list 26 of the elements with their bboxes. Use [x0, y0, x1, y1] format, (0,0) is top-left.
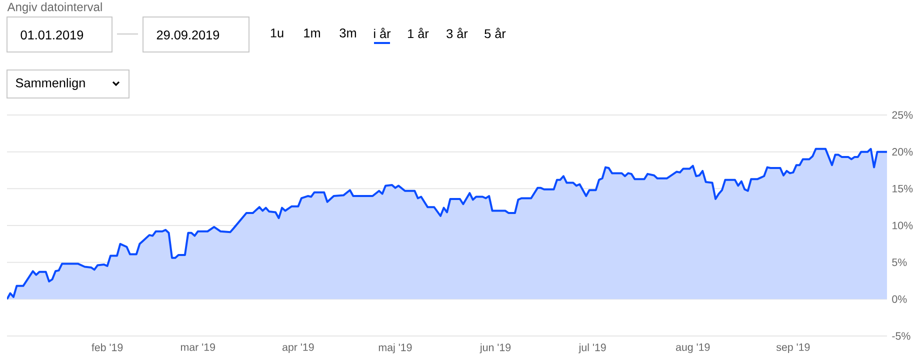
- y-tick-label: 15%: [892, 184, 913, 192]
- y-tick-label: 10%: [892, 222, 913, 230]
- text: 1 år: [408, 28, 429, 38]
- x-tick-label: mar '19: [180, 343, 215, 351]
- y-tick-label: 0%: [892, 295, 907, 303]
- text: 5 år: [484, 28, 506, 38]
- y-tick-label: 5%: [892, 258, 907, 266]
- text: 1u: [270, 28, 284, 38]
- x-tick-label: maj '19: [378, 343, 412, 354]
- text: 3 år: [446, 28, 468, 38]
- x-tick-label: aug '19: [676, 343, 710, 354]
- text: Sammenlign: [16, 78, 85, 90]
- x-tick-label: apr '19: [282, 343, 314, 354]
- y-tick-label: 20%: [892, 148, 913, 156]
- x-tick-label: jun '19: [480, 343, 511, 354]
- x-tick-label: feb '19: [92, 343, 123, 352]
- y-tick-label: 25%: [892, 111, 913, 119]
- text: 1m: [304, 28, 320, 38]
- x-tick-label: jul '19: [578, 343, 606, 354]
- text: Angiv datointerval: [7, 2, 102, 14]
- text: 01.01.2019: [20, 30, 84, 40]
- y-tick-label: -5%: [892, 332, 910, 340]
- x-tick-label: sep '19: [776, 343, 810, 354]
- text: i år: [374, 28, 391, 38]
- text: 3m: [340, 28, 356, 38]
- text: 29.09.2019: [156, 30, 220, 40]
